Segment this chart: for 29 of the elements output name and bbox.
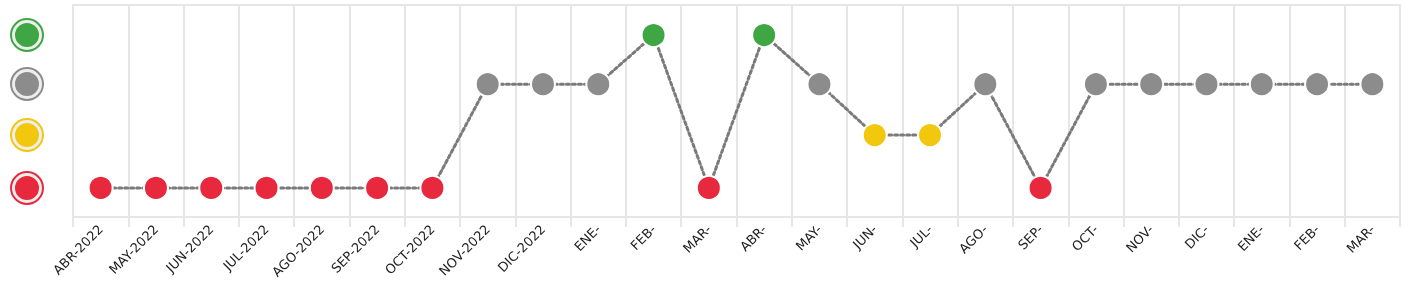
point	[1304, 71, 1331, 98]
point	[364, 174, 391, 201]
x-tick-label: FEB-	[627, 221, 660, 253]
point	[1248, 71, 1275, 98]
point	[972, 71, 999, 98]
point	[640, 22, 667, 49]
point	[917, 122, 944, 149]
point	[87, 174, 114, 201]
point	[861, 122, 888, 149]
point	[308, 174, 335, 201]
point	[419, 174, 446, 201]
point	[1138, 71, 1165, 98]
point	[474, 71, 501, 98]
point	[142, 174, 169, 201]
x-tick-label: FEB-	[1291, 221, 1323, 253]
point	[695, 174, 722, 201]
x-tick-label: SEP-	[1015, 221, 1047, 253]
point	[751, 22, 778, 49]
point	[1027, 174, 1054, 201]
point	[198, 174, 225, 201]
x-tick-label: DIC-	[1181, 221, 1212, 252]
point	[253, 174, 280, 201]
x-tick-label: JUL-	[906, 221, 936, 251]
point	[530, 71, 556, 98]
point	[1082, 71, 1109, 98]
point	[806, 71, 833, 98]
point	[585, 71, 612, 98]
point	[1193, 71, 1220, 98]
point	[1359, 71, 1386, 98]
